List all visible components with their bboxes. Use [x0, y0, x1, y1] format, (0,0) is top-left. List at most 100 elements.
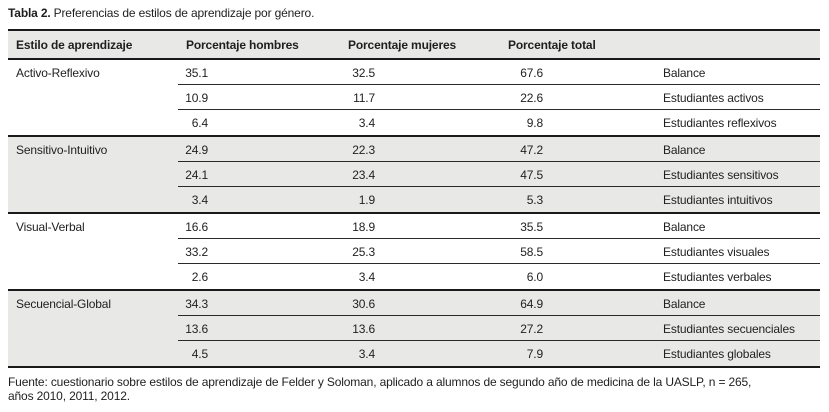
row-divider [178, 161, 820, 162]
value-hombres: 6.4 [191, 115, 208, 130]
value-hombres: 24.1 [185, 167, 208, 182]
cell-categoria: Balance [663, 219, 706, 234]
cell-categoria: Estudiantes secuenciales [663, 321, 795, 336]
value-total: 67.6 [520, 65, 543, 80]
row-divider [178, 340, 820, 341]
cell-total: 47.2 [504, 143, 654, 157]
cell-mujeres: 32.5 [340, 66, 504, 80]
value-hombres: 10.9 [185, 90, 208, 105]
row-divider [178, 238, 820, 239]
table-row: Sensitivo-Intuitivo 24.9 22.3 47.2 Balan… [8, 137, 820, 162]
cell-mujeres: 3.4 [340, 270, 504, 284]
cell-hombres: 35.1 [178, 66, 340, 80]
style-group-secuencial-global: Secuencial-Global 34.3 30.6 64.9 Balance… [8, 291, 820, 368]
cell-total: 27.2 [504, 322, 654, 336]
learning-styles-table: Estilo de aprendizaje Porcentaje hombres… [8, 29, 820, 368]
table-row: 4.5 3.4 7.9 Estudiantes globales [8, 341, 820, 366]
value-mujeres: 11.7 [353, 90, 375, 105]
table-number: Tabla 2. [8, 6, 51, 20]
cell-categoria: Estudiantes intuitivos [663, 192, 773, 207]
value-hombres: 4.5 [191, 346, 208, 361]
row-divider [178, 186, 820, 187]
value-mujeres: 22.3 [352, 142, 375, 157]
value-mujeres: 32.5 [352, 65, 375, 80]
value-mujeres: 1.9 [358, 192, 375, 207]
table-row: 13.6 13.6 27.2 Estudiantes secuenciales [8, 316, 820, 341]
cell-total: 58.5 [504, 245, 654, 259]
value-total: 58.5 [520, 244, 543, 259]
source-note-line1: Fuente: cuestionario sobre estilos de ap… [8, 375, 752, 389]
cell-hombres: 10.9 [178, 91, 340, 105]
value-mujeres: 3.4 [358, 269, 375, 284]
cell-categoria: Estudiantes reflexivos [663, 115, 777, 130]
value-total: 64.9 [520, 296, 543, 311]
column-header-total: Porcentaje total [508, 37, 596, 52]
cell-mujeres: 23.4 [340, 168, 504, 182]
value-total: 35.5 [520, 219, 543, 234]
value-total: 22.6 [520, 90, 543, 105]
cell-categoria: Balance [663, 142, 706, 157]
table-title: Tabla 2. Preferencias de estilos de apren… [8, 6, 820, 21]
value-mujeres: 23.4 [352, 167, 375, 182]
cell-categoria: Balance [663, 65, 706, 80]
cell-estilo: Sensitivo-Intuitivo [16, 142, 108, 157]
cell-total: 64.9 [504, 297, 654, 311]
value-mujeres: 13.6 [352, 321, 375, 336]
source-note-line2: años 2010, 2011, 2012. [8, 389, 130, 403]
cell-categoria: Estudiantes globales [663, 346, 771, 361]
cell-hombres: 34.3 [178, 297, 340, 311]
value-total: 27.2 [520, 321, 543, 336]
row-divider [178, 84, 820, 85]
cell-hombres: 24.1 [178, 168, 340, 182]
cell-estilo: Visual-Verbal [16, 219, 85, 234]
row-divider [178, 315, 820, 316]
value-mujeres: 18.9 [352, 219, 375, 234]
column-header-hombres: Porcentaje hombres [186, 37, 299, 52]
table-row: 3.4 1.9 5.3 Estudiantes intuitivos [8, 187, 820, 212]
cell-total: 67.6 [504, 66, 654, 80]
cell-hombres: 24.9 [178, 143, 340, 157]
cell-total: 7.9 [504, 347, 654, 361]
value-total: 47.2 [520, 142, 543, 157]
cell-estilo: Secuencial-Global [16, 296, 111, 311]
cell-mujeres: 22.3 [340, 143, 504, 157]
cell-mujeres: 3.4 [340, 116, 504, 130]
cell-total: 9.8 [504, 116, 654, 130]
cell-total: 22.6 [504, 91, 654, 105]
table-row: 2.6 3.4 6.0 Estudiantes verbales [8, 264, 820, 289]
cell-hombres: 13.6 [178, 322, 340, 336]
column-header-estilo: Estilo de aprendizaje [16, 37, 133, 52]
value-total: 7.9 [526, 346, 543, 361]
value-total: 9.8 [526, 115, 543, 130]
cell-hombres: 3.4 [178, 193, 340, 207]
value-hombres: 2.6 [191, 269, 208, 284]
row-divider [178, 263, 820, 264]
cell-hombres: 4.5 [178, 347, 340, 361]
value-hombres: 24.9 [185, 142, 208, 157]
cell-mujeres: 1.9 [340, 193, 504, 207]
value-mujeres: 3.4 [358, 115, 375, 130]
cell-categoria: Balance [663, 296, 706, 311]
table-row: 33.2 25.3 58.5 Estudiantes visuales [8, 239, 820, 264]
style-group-visual-verbal: Visual-Verbal 16.6 18.9 35.5 Balance 33.… [8, 214, 820, 291]
cell-total: 35.5 [504, 220, 654, 234]
cell-estilo: Activo-Reflexivo [16, 65, 100, 80]
value-total: 5.3 [526, 192, 543, 207]
cell-total: 6.0 [504, 270, 654, 284]
cell-hombres: 2.6 [178, 270, 340, 284]
source-note: Fuente: cuestionario sobre estilos de ap… [8, 375, 820, 403]
table-caption: Preferencias de estilos de aprendizaje p… [53, 6, 315, 20]
cell-mujeres: 25.3 [340, 245, 504, 259]
cell-categoria: Estudiantes visuales [663, 244, 770, 259]
style-group-activo-reflexivo: Activo-Reflexivo 35.1 32.5 67.6 Balance … [8, 60, 820, 137]
cell-mujeres: 30.6 [340, 297, 504, 311]
cell-mujeres: 13.6 [340, 322, 504, 336]
cell-mujeres: 3.4 [340, 347, 504, 361]
table-row: Activo-Reflexivo 35.1 32.5 67.6 Balance [8, 60, 820, 85]
value-total: 6.0 [526, 269, 543, 284]
table-row: 10.9 11.7 22.6 Estudiantes activos [8, 85, 820, 110]
cell-total: 47.5 [504, 168, 654, 182]
value-mujeres: 3.4 [358, 346, 375, 361]
style-group-sensitivo-intuitivo: Sensitivo-Intuitivo 24.9 22.3 47.2 Balan… [8, 137, 820, 214]
table-header-row: Estilo de aprendizaje Porcentaje hombres… [8, 31, 820, 60]
